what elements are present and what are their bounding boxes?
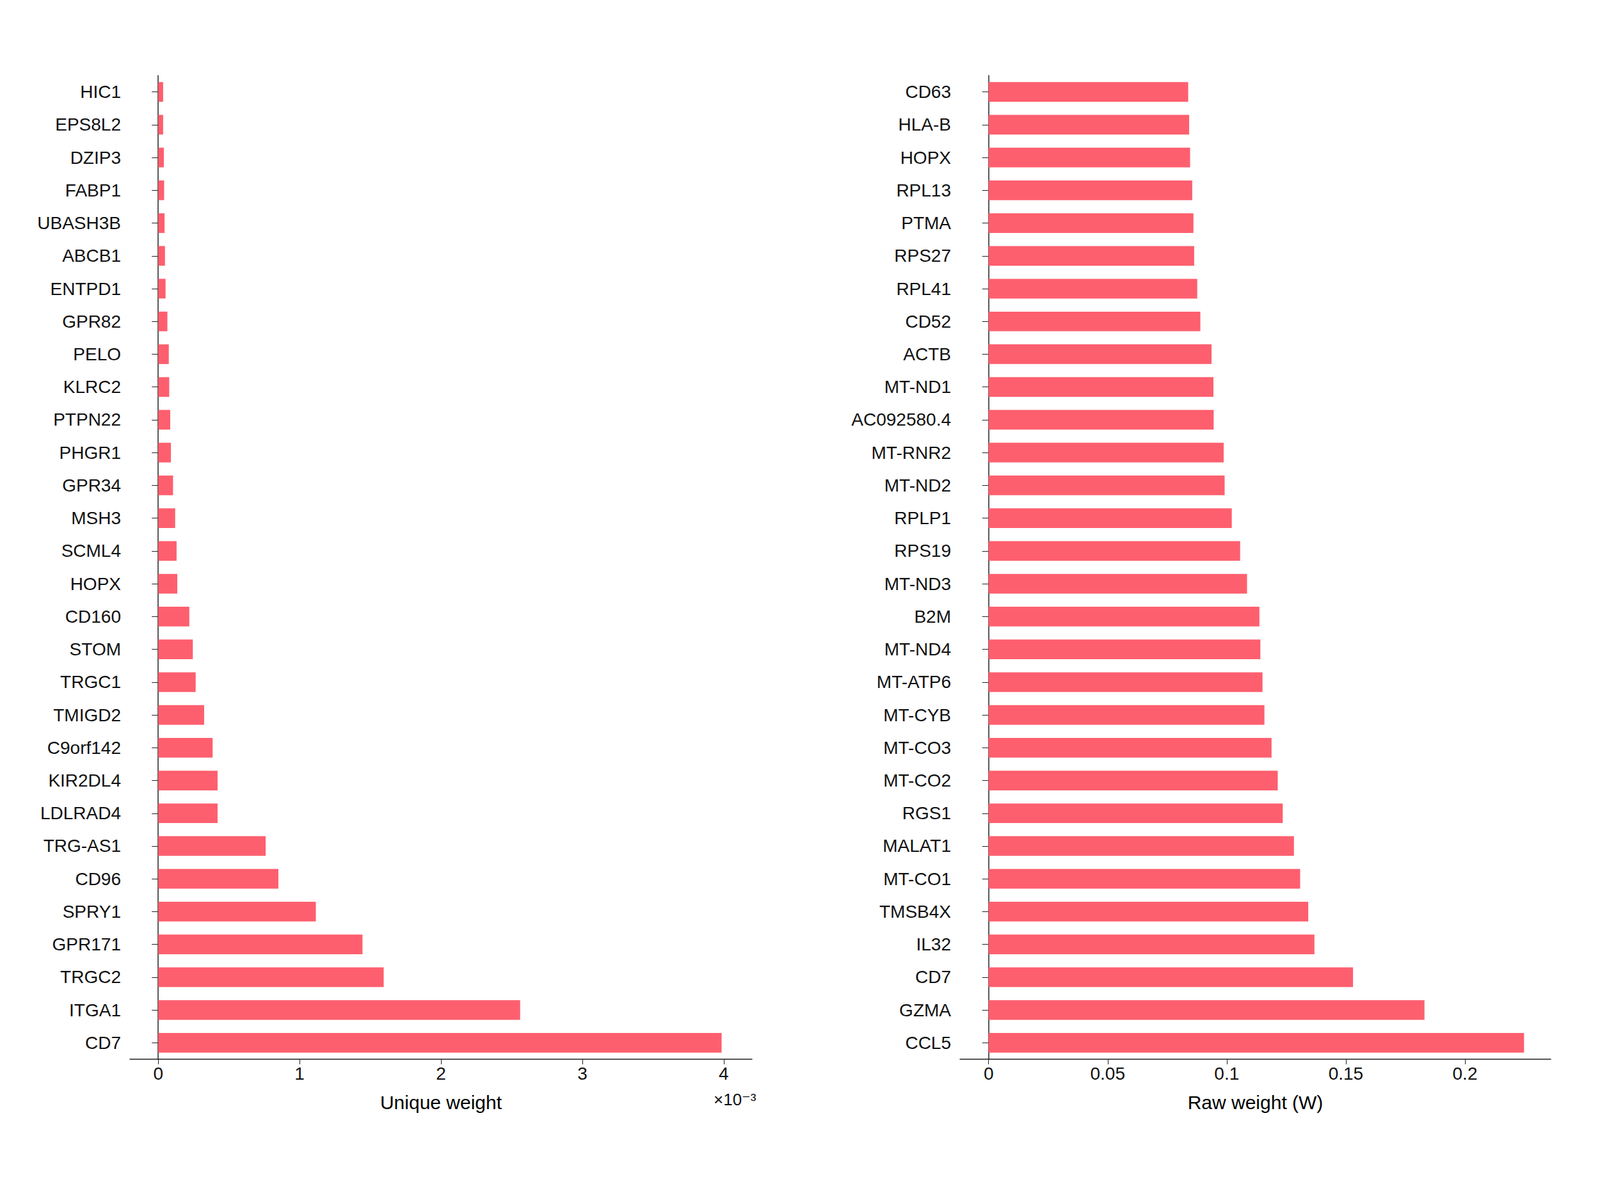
svg-text:MT-CO3: MT-CO3 [883,737,952,758]
svg-text:SPRY1: SPRY1 [62,901,121,922]
svg-text:STOM: STOM [69,639,121,660]
svg-text:CD7: CD7 [915,967,952,987]
svg-text:TMSB4X: TMSB4X [879,901,952,922]
svg-text:CD96: CD96 [74,869,121,889]
svg-text:TRGC1: TRGC1 [60,672,121,692]
svg-text:0: 0 [152,1063,164,1084]
svg-text:Unique weight: Unique weight [380,1091,503,1113]
svg-text:MT-ND2: MT-ND2 [884,475,952,496]
svg-text:MT-ND1: MT-ND1 [884,376,952,397]
svg-text:MT-CO2: MT-CO2 [883,770,952,791]
svg-text:RPS19: RPS19 [894,540,952,561]
svg-text:FABP1: FABP1 [65,180,121,201]
svg-text:KLRC2: KLRC2 [63,376,121,397]
svg-text:MT-ND4: MT-ND4 [884,639,952,660]
svg-text:MT-RNR2: MT-RNR2 [871,442,952,463]
svg-text:AC092580.4: AC092580.4 [851,409,952,430]
svg-text:CD7: CD7 [85,1032,121,1053]
svg-text:PELO: PELO [72,344,121,365]
svg-text:GPR34: GPR34 [62,475,121,496]
svg-text:EPS8L2: EPS8L2 [55,114,121,135]
svg-text:MT-CYB: MT-CYB [883,705,952,726]
svg-text:ABCB1: ABCB1 [62,245,121,266]
svg-text:LDLRAD4: LDLRAD4 [40,803,121,824]
svg-text:HLA-B: HLA-B [898,114,952,135]
svg-text:MSH3: MSH3 [71,508,121,528]
svg-text:TMIGD2: TMIGD2 [53,705,121,726]
svg-text:RPL41: RPL41 [896,279,952,299]
svg-text:0.2: 0.2 [1452,1063,1478,1084]
svg-text:ACTB: ACTB [903,344,952,365]
svg-text:MT-ND3: MT-ND3 [884,574,952,594]
svg-text:GPR82: GPR82 [62,311,121,332]
svg-text:RGS1: RGS1 [902,803,952,824]
svg-text:GZMA: GZMA [899,1000,952,1021]
svg-text:CD52: CD52 [904,311,952,332]
svg-text:RPL13: RPL13 [896,180,952,201]
svg-text:UBASH3B: UBASH3B [37,213,121,233]
svg-text:0.15: 0.15 [1328,1063,1364,1084]
svg-text:MT-ATP6: MT-ATP6 [876,672,952,692]
svg-text:CCL5: CCL5 [904,1032,952,1053]
svg-text:HIC1: HIC1 [80,81,121,102]
svg-text:IL32: IL32 [916,934,952,955]
svg-text:HOPX: HOPX [70,574,122,594]
svg-text:GPR171: GPR171 [52,934,121,955]
svg-text:DZIP3: DZIP3 [70,147,121,168]
svg-text:MT-CO1: MT-CO1 [883,869,952,889]
svg-text:PTMA: PTMA [901,213,952,233]
svg-text:4: 4 [718,1063,729,1084]
svg-text:1: 1 [294,1063,305,1084]
svg-text:Raw weight (W): Raw weight (W) [1187,1091,1324,1113]
svg-text:ITGA1: ITGA1 [69,1000,121,1021]
svg-text:PHGR1: PHGR1 [59,442,121,463]
svg-text:ENTPD1: ENTPD1 [50,279,121,299]
svg-text:0: 0 [983,1063,994,1084]
svg-text:RPLP1: RPLP1 [894,508,952,528]
svg-text:0.05: 0.05 [1090,1063,1126,1084]
svg-text:HOPX: HOPX [900,147,952,168]
svg-text:TRG-AS1: TRG-AS1 [43,835,121,856]
svg-text:SCML4: SCML4 [61,540,121,561]
svg-text:×10⁻³: ×10⁻³ [713,1089,757,1110]
svg-text:CD63: CD63 [904,81,952,102]
svg-text:CD160: CD160 [65,606,121,627]
svg-text:3: 3 [577,1063,588,1084]
svg-text:B2M: B2M [913,606,952,627]
svg-text:2: 2 [435,1063,447,1084]
svg-text:0.1: 0.1 [1214,1063,1240,1084]
svg-text:TRGC2: TRGC2 [60,967,121,987]
svg-text:RPS27: RPS27 [894,245,952,266]
svg-text:MALAT1: MALAT1 [882,835,952,856]
svg-text:C9orf142: C9orf142 [47,737,121,758]
svg-text:PTPN22: PTPN22 [53,409,121,430]
svg-text:KIR2DL4: KIR2DL4 [48,770,121,791]
